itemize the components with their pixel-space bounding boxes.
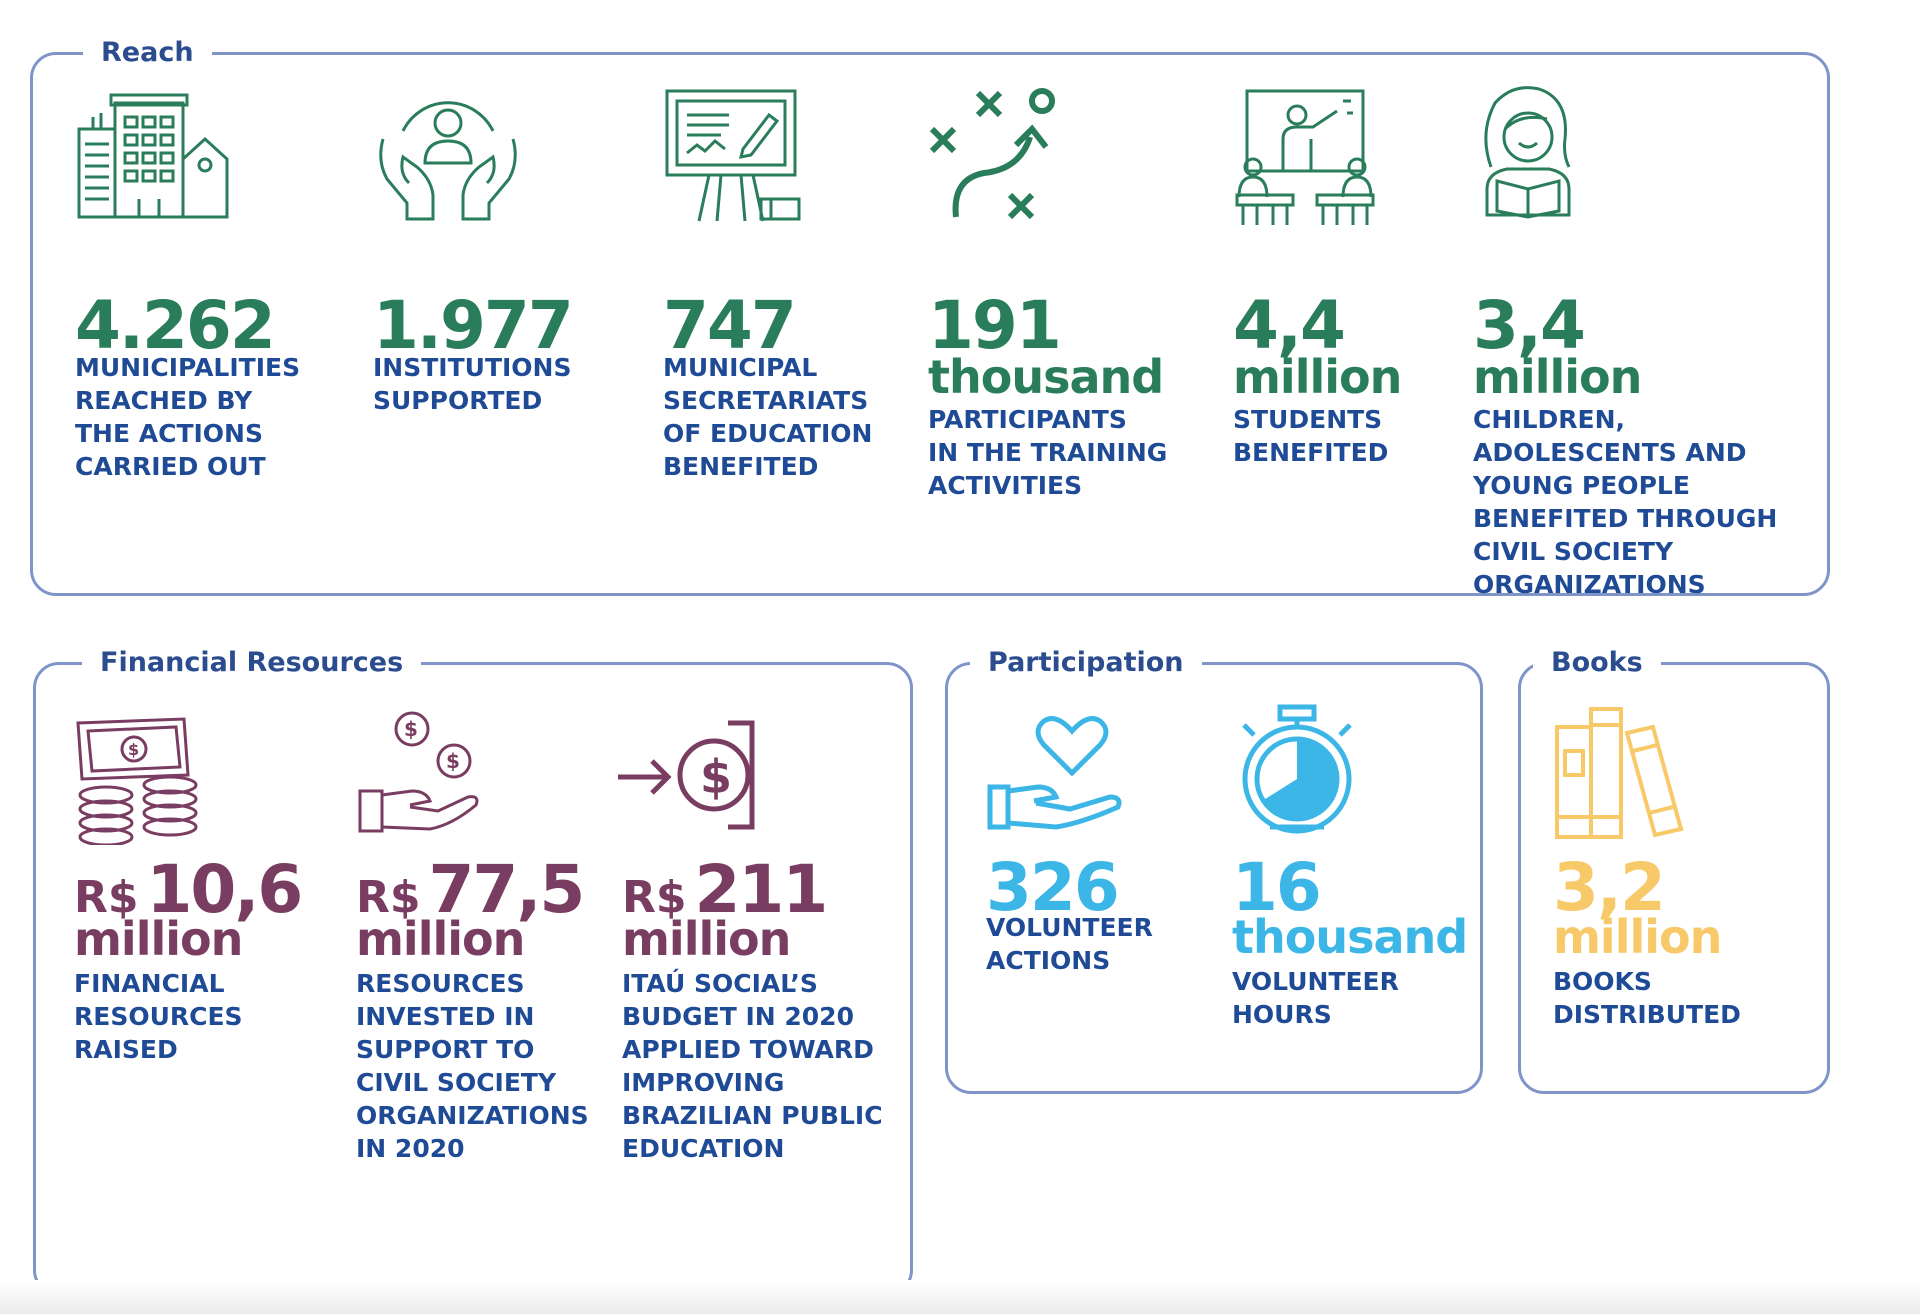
- currency-prefix: R$: [622, 872, 687, 923]
- currency-prefix: R$: [356, 872, 421, 923]
- city-buildings-icon: [77, 93, 229, 219]
- financial-unit: million: [622, 912, 791, 966]
- strategy-play-icon: [929, 88, 1055, 220]
- reach-label: MUNICIPALITIES REACHED BY THE ACTIONS CA…: [75, 353, 301, 481]
- participation-unit: thousand: [1232, 910, 1468, 964]
- books-panel: Books 3,2 million BOOKS DISTRIBUTED: [1518, 643, 1830, 1094]
- financial-unit: million: [74, 912, 243, 966]
- reach-value: 3,4: [1473, 287, 1586, 364]
- books-stat-distributed: 3,2 million BOOKS DISTRIBUTED: [1553, 707, 1813, 1051]
- reach-unit: million: [1473, 350, 1642, 404]
- participation-value: 326: [986, 849, 1120, 926]
- financial-number: 10,6: [146, 851, 304, 928]
- girl-reading-icon: [1484, 86, 1571, 219]
- reach-stat-children: 3,4 million CHILDREN, ADOLESCENTS AND YO…: [1473, 83, 1793, 599]
- books-title: Books: [1533, 643, 1661, 683]
- financial-label: FINANCIAL RESOURCES RAISED: [74, 969, 243, 1064]
- svg-text:$: $: [404, 717, 418, 741]
- reach-stat-students: 4,4 million STUDENTS BENEFITED: [1233, 83, 1433, 533]
- books-unit: million: [1553, 910, 1722, 964]
- participation-stat-actions: 326 VOLUNTEER ACTIONS: [986, 711, 1186, 1011]
- reach-value: 191: [928, 287, 1062, 364]
- participation-stat-hours: 16 thousand VOLUNTEER HOURS: [1232, 704, 1472, 1051]
- reach-value: 747: [663, 287, 797, 364]
- reach-panel: Reach 4.262 MUNICIPALITIES REACHED BY TH…: [30, 33, 1830, 599]
- financial-label: RESOURCES INVESTED IN SUPPORT TO CIVIL S…: [356, 969, 589, 1163]
- financial-panel: Financial Resources $ R$ 10,6 million FIN…: [33, 643, 913, 1296]
- reach-stat-institutions: 1.977 INSTITUTIONS SUPPORTED: [373, 83, 603, 533]
- participation-label: VOLUNTEER HOURS: [1232, 967, 1399, 1029]
- participation-value: 16: [1232, 849, 1322, 926]
- stopwatch-icon: [1242, 704, 1352, 834]
- reach-label: CHILDREN, ADOLESCENTS AND YOUNG PEOPLE B…: [1473, 405, 1778, 599]
- reach-unit: thousand: [928, 350, 1164, 404]
- currency-prefix: R$: [74, 872, 139, 923]
- financial-value: R$ 211: [622, 857, 828, 929]
- financial-number: 211: [694, 851, 829, 928]
- svg-text:$: $: [446, 749, 460, 773]
- reach-stat-participants: 191 thousand PARTICIPANTS IN THE TRAININ…: [928, 83, 1168, 533]
- hands-holding-person-icon: [379, 101, 517, 221]
- money-stack-icon: $: [76, 717, 198, 845]
- reach-stat-municipalities: 4.262 MUNICIPALITIES REACHED BY THE ACTI…: [75, 83, 305, 533]
- reach-value: 1.977: [373, 287, 574, 364]
- presentation-board-icon: [665, 89, 801, 222]
- financial-title: Financial Resources: [82, 643, 422, 683]
- financial-unit: million: [356, 912, 525, 966]
- reach-label: STUDENTS BENEFITED: [1233, 405, 1389, 467]
- hand-coins-icon: $ $: [358, 711, 479, 833]
- financial-stat-raised: $ R$ 10,6 million FINANCIAL RESOURCES RAI…: [74, 715, 324, 1115]
- financial-number: 77,5: [428, 851, 586, 928]
- financial-value: R$ 10,6: [74, 857, 303, 929]
- bottom-fade: [0, 1280, 1920, 1314]
- financial-stat-invested: $ $ R$ 77,5 million RESOURCES INVESTED IN…: [356, 711, 606, 1235]
- participation-label: VOLUNTEER ACTIONS: [986, 913, 1153, 975]
- reach-value: 4,4: [1233, 287, 1346, 364]
- participation-title: Participation: [970, 643, 1202, 683]
- financial-value: R$ 77,5: [356, 857, 585, 929]
- reach-label: PARTICIPANTS IN THE TRAINING ACTIVITIES: [928, 405, 1168, 500]
- svg-text:$: $: [128, 740, 139, 759]
- books-icon: [1555, 707, 1684, 839]
- classroom-teacher-icon: [1235, 89, 1375, 225]
- reach-stat-secretariats: 747 MUNICIPAL SECRETARIATS OF EDUCATION …: [663, 83, 893, 533]
- reach-label: MUNICIPAL SECRETARIATS OF EDUCATION BENE…: [663, 353, 873, 481]
- books-value: 3,2: [1553, 849, 1666, 926]
- svg-text:$: $: [700, 750, 732, 804]
- money-in-icon: $: [618, 720, 755, 830]
- reach-value: 4.262: [75, 287, 276, 364]
- reach-title: Reach: [83, 33, 212, 73]
- financial-label: ITAÚ SOCIAL’S BUDGET IN 2020 APPLIED TOW…: [622, 969, 883, 1163]
- participation-panel: Participation 326 VOLUNTEER ACTIONS 16 t…: [945, 643, 1483, 1094]
- reach-unit: million: [1233, 350, 1402, 404]
- reach-label: INSTITUTIONS SUPPORTED: [373, 353, 572, 415]
- books-label: BOOKS DISTRIBUTED: [1553, 967, 1741, 1029]
- financial-stat-budget: $ R$ 211 million ITAÚ SOCIAL’S BUDGET IN …: [618, 715, 892, 1235]
- hand-heart-icon: [987, 716, 1122, 830]
